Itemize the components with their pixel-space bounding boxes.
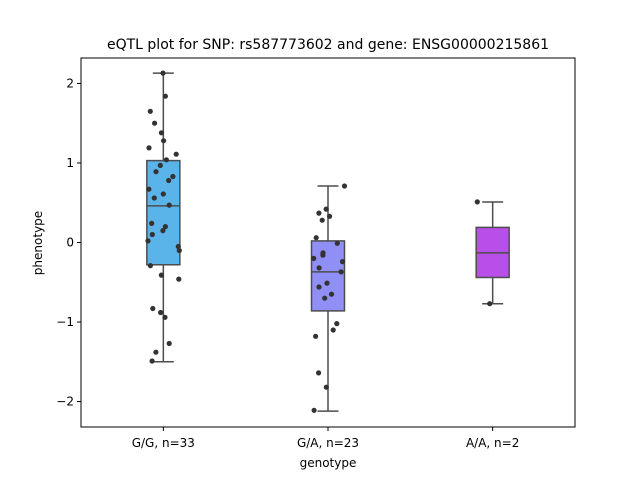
data-point — [323, 206, 329, 212]
data-point — [158, 130, 164, 136]
data-point — [320, 252, 326, 258]
plot-area — [145, 70, 510, 413]
data-point — [330, 327, 336, 333]
y-axis: −2 −1 0 1 2 — [56, 76, 81, 409]
data-point — [152, 120, 158, 126]
chart-title: eQTL plot for SNP: rs587773602 and gene:… — [107, 37, 549, 53]
data-point — [176, 276, 182, 282]
data-point — [158, 309, 164, 316]
data-point — [316, 265, 322, 271]
data-point — [147, 263, 153, 269]
data-point — [319, 217, 325, 223]
data-point — [311, 407, 317, 413]
data-point — [163, 157, 169, 163]
x-tick-label: G/A, n=23 — [297, 436, 359, 450]
box-group — [310, 185, 346, 412]
data-point — [151, 195, 157, 201]
x-tick-label: G/G, n=33 — [132, 436, 195, 450]
data-point — [316, 210, 322, 216]
data-point — [160, 70, 166, 76]
data-point — [150, 305, 156, 312]
data-point — [175, 243, 181, 250]
data-point — [160, 191, 166, 197]
data-point — [338, 269, 344, 275]
y-tick-label: 2 — [66, 76, 74, 90]
data-point — [166, 202, 172, 208]
data-point — [162, 93, 168, 99]
data-point — [149, 358, 155, 364]
data-point — [153, 169, 159, 175]
data-point — [487, 301, 493, 307]
data-point — [170, 173, 176, 180]
x-axis-label: genotype — [300, 456, 357, 470]
data-point — [162, 314, 168, 320]
data-point — [323, 384, 329, 390]
x-tick-label: A/A, n=2 — [466, 436, 519, 450]
data-point — [146, 186, 152, 192]
data-point — [474, 199, 480, 205]
data-point — [311, 255, 317, 261]
data-point — [313, 333, 319, 339]
data-point — [145, 238, 151, 244]
data-point — [149, 231, 155, 238]
data-point — [157, 162, 163, 168]
y-tick-label: 0 — [66, 236, 74, 250]
data-point — [322, 295, 328, 301]
y-axis-label: phenotype — [31, 211, 45, 275]
data-point — [162, 224, 168, 230]
data-point — [316, 284, 322, 290]
data-point — [334, 240, 340, 246]
data-point — [334, 321, 340, 327]
box-iqr — [310, 240, 346, 312]
data-point — [147, 108, 153, 114]
data-point — [146, 145, 152, 151]
data-point — [173, 151, 179, 157]
y-tick-label: 1 — [66, 156, 74, 170]
data-point — [160, 228, 166, 234]
data-point — [158, 272, 164, 278]
data-point — [153, 349, 159, 355]
data-point — [327, 213, 333, 219]
data-point — [339, 259, 346, 265]
x-axis: G/G, n=33 G/A, n=23 A/A, n=2 — [132, 427, 519, 450]
data-point — [324, 280, 330, 286]
data-point — [149, 220, 155, 226]
box-group — [475, 201, 510, 305]
data-point — [161, 138, 167, 144]
y-tick-label: −2 — [56, 395, 74, 409]
data-point — [313, 235, 319, 241]
data-point — [166, 177, 172, 184]
data-point — [341, 183, 348, 189]
data-point — [316, 370, 322, 376]
data-point — [176, 247, 182, 254]
data-point — [328, 291, 335, 297]
data-point — [166, 340, 172, 347]
y-tick-label: −1 — [56, 315, 74, 329]
